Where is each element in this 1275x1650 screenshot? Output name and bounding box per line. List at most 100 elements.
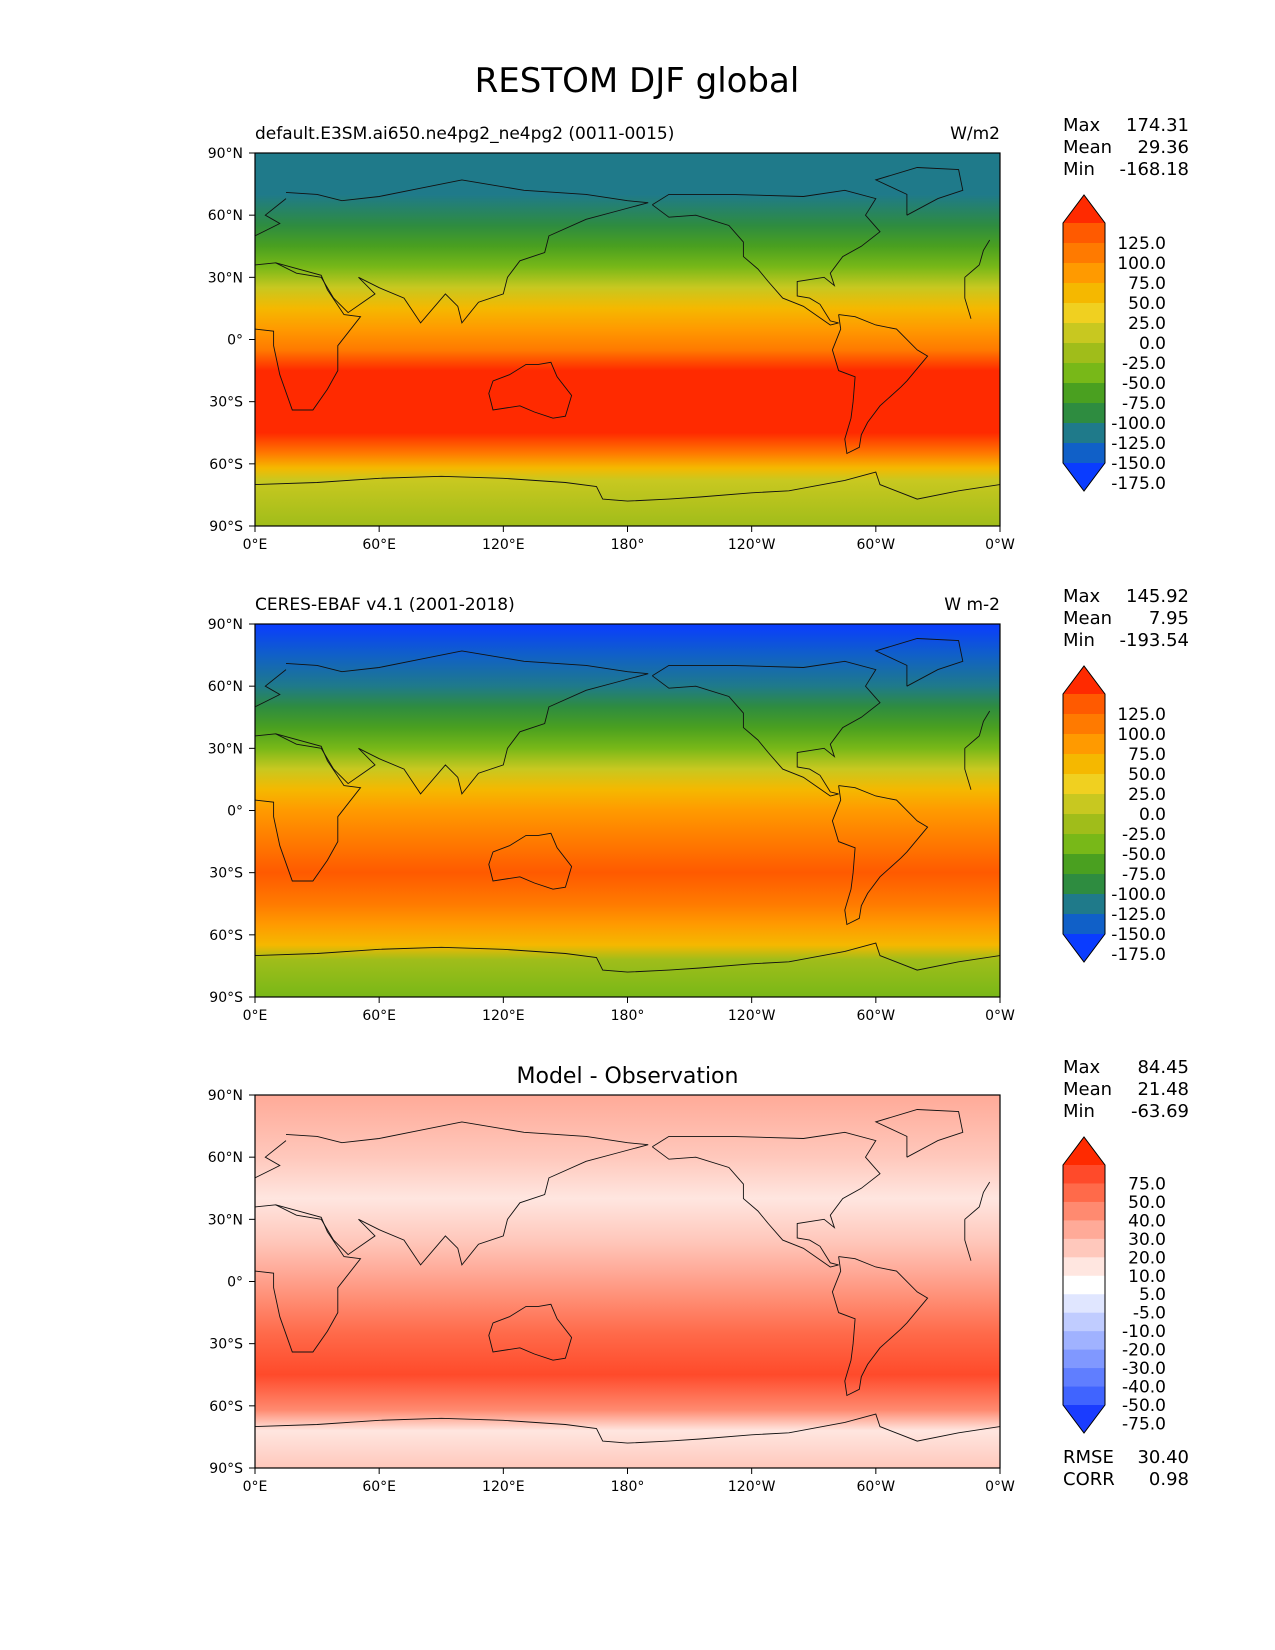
stat-label-mean: Mean (1063, 608, 1112, 629)
lat-tick-label: 0° (227, 804, 243, 820)
colorbar-segment (1063, 263, 1105, 284)
map-field (255, 153, 1000, 526)
coastline-3 (488, 1303, 573, 1361)
colorbar-segment (1063, 323, 1105, 344)
colorbar-label: 75.0 (1128, 745, 1166, 765)
colorbar-segment (1063, 223, 1105, 244)
lat-tick-label: 60°N (208, 1150, 243, 1166)
colorbar-label: -75.0 (1122, 394, 1166, 414)
panel-units: W m-2 (944, 595, 1000, 615)
lat-tick-label: 60°S (209, 928, 243, 944)
lon-tick-label: 120°E (482, 537, 525, 553)
colorbar-label: 75.0 (1128, 274, 1166, 294)
stat-value-max: 174.31 (1126, 115, 1189, 136)
lat-tick-label: 90°N (208, 617, 243, 633)
stat-label-rmse: RMSE (1063, 1447, 1114, 1468)
lon-tick-label: 180° (611, 537, 645, 553)
colorbar-segment (1063, 1312, 1105, 1332)
colorbar-label: 0.0 (1139, 334, 1166, 354)
lat-tick-label: 60°N (208, 679, 243, 695)
lat-tick-label: 60°S (209, 1399, 243, 1415)
colorbar-label: 40.0 (1128, 1211, 1166, 1231)
lon-tick-label: 60°E (362, 537, 396, 553)
colorbar-segment (1063, 914, 1105, 935)
colorbar-outline (1062, 194, 1106, 492)
coastline-1 (255, 1121, 991, 1266)
colorbar-max-arrow (1063, 195, 1105, 223)
lon-tick-label: 0°W (985, 537, 1015, 553)
colorbar-max-arrow (1063, 666, 1105, 694)
coastline-5 (831, 1256, 929, 1397)
lat-tick-label: 30°S (209, 866, 243, 882)
panel-1: 90°N 60°N 30°N 0° 30°S 60°S 90°S0°E 60°E 120°E 18… (208, 115, 1189, 553)
stat-value-mean: 29.36 (1137, 137, 1189, 158)
lat-tick-label: 90°S (209, 519, 243, 535)
lon-tick-label: 180° (611, 1479, 645, 1495)
colorbar-segment (1063, 283, 1105, 304)
colorbar-segment (1063, 343, 1105, 364)
coastline-1 (255, 179, 991, 324)
colorbar-label: 50.0 (1128, 294, 1166, 314)
colorbar-label: -125.0 (1111, 905, 1166, 925)
colorbar-segment (1063, 774, 1105, 795)
lat-tick-label: 60°S (209, 457, 243, 473)
lon-tick-label: 120°E (482, 1479, 525, 1495)
stat-value-min: -168.18 (1120, 159, 1189, 180)
stat-value-mean: 7.95 (1149, 608, 1189, 629)
stat-label-corr: CORR (1063, 1469, 1115, 1490)
colorbar-segment (1063, 854, 1105, 875)
stat-value-max: 145.92 (1126, 586, 1189, 607)
colorbar-label: 5.0 (1139, 1285, 1166, 1305)
coastline-5 (831, 785, 929, 926)
coastlines (255, 638, 1000, 973)
colorbar-segment (1063, 383, 1105, 404)
colorbar-label: 100.0 (1117, 725, 1166, 745)
map-field (255, 624, 1000, 997)
lat-tick-label: 30°N (208, 741, 243, 757)
colorbar-label: -75.0 (1122, 1414, 1166, 1434)
coastline-4 (652, 1131, 881, 1268)
lat-tick-label: 90°S (209, 990, 243, 1006)
lon-tick-label: 180° (611, 1008, 645, 1024)
colorbar-segment (1063, 694, 1105, 715)
stat-label-min: Min (1063, 159, 1095, 180)
colorbar-label: 0.0 (1139, 805, 1166, 825)
lon-tick-label: 120°W (728, 1479, 776, 1495)
lon-tick-label: 120°W (728, 1008, 776, 1024)
colorbar-segment (1063, 794, 1105, 815)
colorbar-segment (1063, 1275, 1105, 1295)
coastline-7 (874, 638, 964, 687)
lat-tick-label: 0° (227, 333, 243, 349)
colorbar-min-arrow (1063, 1405, 1105, 1433)
colorbar-min-arrow (1063, 463, 1105, 491)
colorbar-label: -10.0 (1122, 1322, 1166, 1342)
coastline-4 (652, 660, 881, 797)
colorbar-label: 10.0 (1128, 1267, 1166, 1287)
colorbar-label: 125.0 (1117, 234, 1166, 254)
colorbar-label: 20.0 (1128, 1248, 1166, 1268)
panel-3: 90°N 60°N 30°N 0° 30°S 60°S 90°S0°E 60°E 120°E 18… (208, 1057, 1189, 1495)
lat-tick-label: 90°N (208, 146, 243, 162)
lat-tick-label: 30°S (209, 1337, 243, 1353)
colorbar-label: -20.0 (1122, 1341, 1166, 1361)
coastline-2 (255, 1204, 980, 1353)
coastline-3 (488, 361, 573, 419)
colorbar-segment (1063, 1201, 1105, 1221)
lat-tick-label: 90°S (209, 1461, 243, 1477)
panel-left-title: CERES-EBAF v4.1 (2001-2018) (255, 595, 515, 615)
lat-tick-label: 90°N (208, 1088, 243, 1104)
colorbar-label: 100.0 (1117, 254, 1166, 274)
panels: 90°N60°N30°N0°30°S60°S90°S0°E 60°E 120°E 18… (208, 115, 1189, 1495)
colorbar-label: -175.0 (1111, 474, 1166, 494)
coastline-6 (255, 471, 1000, 502)
colorbar-segment (1063, 714, 1105, 735)
colorbar-segment (1063, 1331, 1105, 1351)
colorbar-label: 30.0 (1128, 1230, 1166, 1250)
stat-value-rmse: 30.40 (1137, 1447, 1189, 1468)
lon-tick-label: 0°E (243, 537, 268, 553)
colorbar-label: -100.0 (1111, 414, 1166, 434)
colorbar-label: 50.0 (1128, 765, 1166, 785)
lon-tick-label: 0°E (243, 1479, 268, 1495)
colorbar-segment (1063, 1220, 1105, 1240)
colorbar-segment (1063, 363, 1105, 384)
